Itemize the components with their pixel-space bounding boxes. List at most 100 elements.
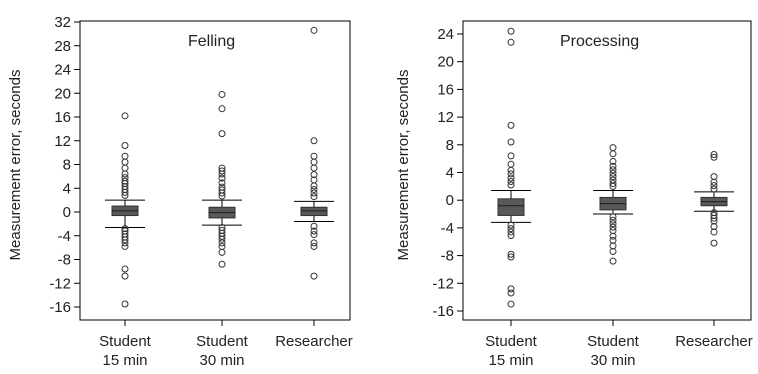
- x-tick-label: Researcher: [675, 333, 753, 350]
- outlier-point: [121, 236, 129, 244]
- outlier-point: [507, 38, 515, 46]
- y-tick-label: 24: [54, 62, 71, 79]
- outlier-point: [507, 27, 515, 35]
- outlier-point: [121, 164, 129, 172]
- y-tick-label: -16: [432, 303, 454, 320]
- outlier-point: [310, 26, 318, 34]
- outlier-point: [121, 225, 129, 233]
- y-tick-label: -4: [441, 220, 454, 237]
- outlier-point: [507, 221, 515, 229]
- panel-title: Processing: [560, 33, 639, 50]
- y-tick-label: 24: [437, 26, 454, 43]
- outlier-point: [310, 185, 318, 193]
- x-tick-label: 15 min: [488, 352, 533, 369]
- box-marks: [491, 27, 734, 308]
- outlier-point: [609, 150, 617, 158]
- y-tick-label: 12: [437, 109, 454, 126]
- outlier-point: [507, 174, 515, 182]
- outlier-point: [609, 182, 617, 190]
- outlier-point: [507, 300, 515, 308]
- outlier-point: [218, 170, 226, 178]
- panel-processing: Measurement error, seconds Processing 24…: [395, 20, 753, 369]
- x-tick-label: Student: [196, 333, 249, 350]
- y-tick-label: -12: [432, 275, 454, 292]
- outlier-point: [507, 160, 515, 168]
- y-tick-label: 8: [63, 157, 71, 174]
- outlier-point: [609, 144, 617, 152]
- outlier-point: [218, 189, 226, 197]
- outlier-point: [218, 90, 226, 98]
- y-tick-label: 16: [54, 109, 71, 126]
- y-tick-label: 20: [437, 54, 454, 71]
- outlier-point: [507, 138, 515, 146]
- y-tick-label: 32: [54, 14, 71, 31]
- outlier-point: [121, 300, 129, 308]
- outlier-point: [609, 213, 617, 221]
- x-tick-label: 15 min: [102, 352, 147, 369]
- outlier-point: [507, 232, 515, 240]
- x-tick-label: Student: [99, 333, 152, 350]
- outlier-point: [121, 170, 129, 178]
- outlier-point: [121, 188, 129, 196]
- outlier-point: [121, 152, 129, 160]
- outlier-point: [609, 166, 617, 174]
- y-tick-label: 28: [54, 38, 71, 55]
- outlier-point: [609, 232, 617, 240]
- outlier-point: [710, 182, 718, 190]
- outlier-point: [609, 162, 617, 170]
- box: [300, 206, 328, 217]
- outlier-point: [218, 239, 226, 247]
- plot-frame: [462, 20, 752, 321]
- y-tick-label: 4: [446, 165, 454, 182]
- outlier-point: [218, 105, 226, 113]
- outlier-point: [121, 142, 129, 149]
- outlier-point: [121, 158, 129, 166]
- outlier-point: [609, 257, 617, 265]
- outlier-point: [218, 260, 226, 268]
- outlier-point: [218, 235, 226, 243]
- outlier-point: [710, 228, 718, 236]
- outlier-point: [507, 253, 515, 261]
- outlier-point: [609, 223, 617, 231]
- outlier-point: [121, 272, 129, 280]
- outlier-point: [218, 174, 226, 182]
- outlier-point: [507, 152, 515, 160]
- y-tick-label: 4: [63, 180, 71, 197]
- outlier-point: [310, 137, 318, 145]
- outlier-point: [310, 222, 318, 230]
- outlier-point: [218, 167, 226, 175]
- outlier-point: [507, 250, 515, 258]
- y-tick-label: 16: [437, 81, 454, 98]
- y-axis: 32 28 24 20 16 12 8 4 0 -4 -8 -12 -16: [49, 14, 80, 316]
- outlier-point: [710, 239, 718, 247]
- y-tick-label: 8: [446, 137, 454, 154]
- y-axis: 24 20 16 12 8 4 0 -4 -8 -12 -16: [432, 26, 463, 320]
- y-axis-label: Measurement error, seconds: [7, 70, 24, 261]
- outlier-point: [310, 227, 318, 235]
- y-tick-label: 20: [54, 85, 71, 102]
- outlier-point: [310, 231, 318, 239]
- outlier-point: [121, 177, 129, 185]
- outlier-point: [310, 152, 318, 160]
- outlier-point: [710, 178, 718, 186]
- outlier-point: [507, 121, 515, 129]
- outlier-point: [310, 171, 318, 179]
- outlier-point: [609, 216, 617, 224]
- outlier-point: [218, 248, 226, 256]
- y-tick-label: -8: [58, 252, 71, 269]
- outlier-point: [218, 232, 226, 240]
- outlier-point: [609, 180, 617, 188]
- outlier-point: [310, 272, 318, 280]
- outlier-point: [218, 192, 226, 200]
- outlier-point: [609, 173, 617, 181]
- outlier-point: [310, 158, 318, 166]
- outlier-point: [310, 164, 318, 172]
- y-tick-label: -8: [441, 248, 454, 265]
- y-tick-label: -4: [58, 228, 71, 245]
- outlier-point: [507, 228, 515, 236]
- outlier-point: [310, 189, 318, 197]
- outlier-point: [310, 193, 318, 201]
- y-tick-label: -16: [49, 299, 71, 316]
- outlier-point: [310, 242, 318, 250]
- outlier-point: [121, 239, 129, 247]
